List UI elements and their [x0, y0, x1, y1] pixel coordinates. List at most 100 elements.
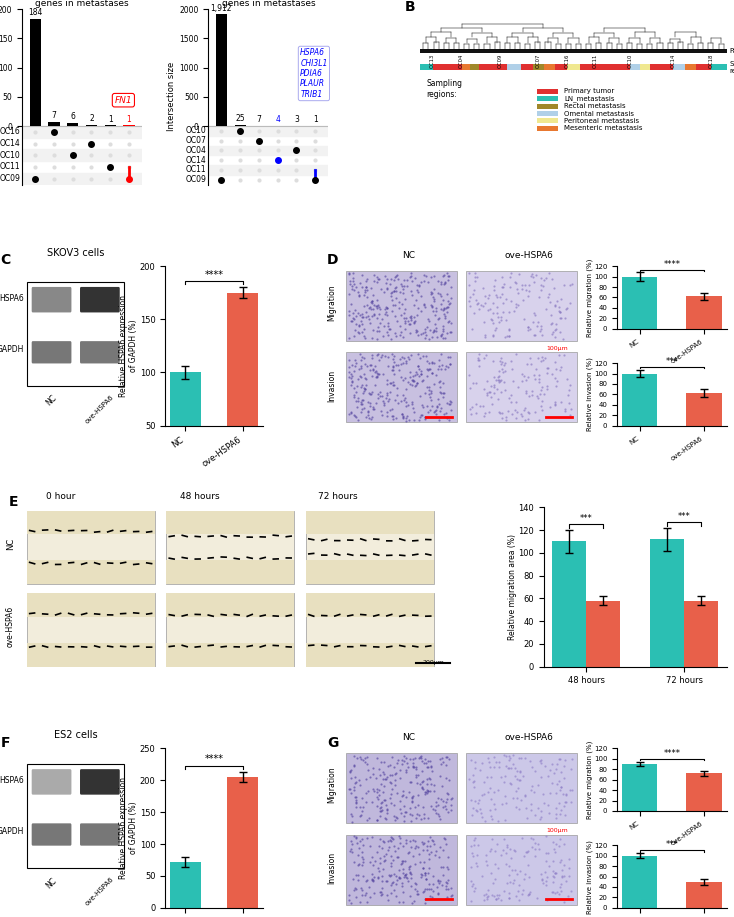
Text: 48 hours: 48 hours — [180, 492, 219, 501]
Text: OC09: OC09 — [0, 174, 20, 183]
Bar — [305, 593, 434, 667]
Bar — [711, 64, 727, 71]
Text: 200μm: 200μm — [423, 660, 445, 665]
Bar — [227, 777, 258, 908]
FancyBboxPatch shape — [80, 287, 120, 313]
Bar — [661, 64, 673, 71]
Bar — [305, 511, 434, 584]
Text: Patients: Patients — [730, 48, 734, 54]
Y-axis label: Intersection size: Intersection size — [167, 62, 176, 131]
Bar — [346, 834, 457, 905]
Bar — [650, 539, 684, 667]
Bar — [537, 89, 558, 94]
Text: G: G — [327, 735, 338, 750]
Bar — [346, 753, 457, 823]
Bar — [600, 64, 610, 71]
Text: B: B — [405, 0, 415, 15]
Text: ove-HSPA6: ove-HSPA6 — [84, 393, 115, 425]
Text: OC14: OC14 — [186, 156, 206, 165]
Text: 1: 1 — [108, 115, 112, 124]
Bar — [580, 64, 590, 71]
Bar — [493, 64, 507, 71]
Text: OC11: OC11 — [186, 165, 206, 174]
Bar — [537, 96, 558, 102]
Text: OC16: OC16 — [565, 54, 570, 68]
Text: Invasion: Invasion — [327, 852, 336, 884]
Bar — [166, 560, 294, 584]
Text: D: D — [327, 253, 338, 268]
Bar — [26, 560, 155, 584]
Text: OC16: OC16 — [0, 127, 20, 137]
Text: 1: 1 — [313, 116, 318, 125]
Text: ES2 cells: ES2 cells — [54, 731, 98, 740]
Bar — [650, 64, 661, 71]
Bar — [631, 64, 640, 71]
Bar — [622, 373, 658, 425]
Text: Mesenteric metastasis: Mesenteric metastasis — [564, 126, 643, 131]
Bar — [227, 293, 258, 479]
FancyBboxPatch shape — [32, 341, 71, 363]
Bar — [622, 764, 658, 811]
Bar — [479, 64, 493, 71]
Bar — [29, 18, 41, 126]
Text: 100μm: 100μm — [546, 346, 567, 350]
Bar — [26, 511, 155, 584]
Text: OC10: OC10 — [186, 127, 206, 136]
Bar — [552, 541, 586, 667]
Y-axis label: Relative HSPA6 expression
of GAPDH (%): Relative HSPA6 expression of GAPDH (%) — [119, 295, 139, 397]
Bar — [216, 15, 227, 126]
Text: 7: 7 — [256, 115, 261, 124]
Text: LN_metastasis: LN_metastasis — [564, 95, 615, 102]
Y-axis label: Relative migration area (%): Relative migration area (%) — [508, 534, 517, 640]
Text: ***: *** — [666, 358, 678, 366]
Bar — [26, 593, 155, 617]
Text: 7: 7 — [51, 111, 57, 120]
Text: ove-HSPA6: ove-HSPA6 — [505, 251, 553, 260]
Bar — [67, 123, 79, 126]
Bar — [686, 393, 722, 425]
Bar — [622, 277, 658, 328]
Bar — [467, 753, 578, 823]
Text: Peritoneal metastasis: Peritoneal metastasis — [564, 118, 639, 124]
Text: OC10: OC10 — [0, 150, 20, 160]
Bar — [521, 64, 533, 71]
Title: Upregulated
genes in metastases: Upregulated genes in metastases — [35, 0, 129, 8]
Bar — [533, 64, 544, 71]
Text: 184: 184 — [28, 7, 43, 17]
Bar — [622, 856, 658, 908]
Text: NC: NC — [45, 393, 59, 408]
Bar — [696, 64, 711, 71]
Text: SKOV3 cells: SKOV3 cells — [47, 249, 104, 259]
Text: 0 hour: 0 hour — [46, 492, 76, 501]
FancyBboxPatch shape — [32, 769, 71, 795]
Bar — [166, 511, 294, 535]
Bar — [686, 882, 722, 908]
Bar — [166, 511, 294, 584]
Text: HSPA6: HSPA6 — [0, 776, 24, 785]
Bar — [208, 146, 328, 155]
Text: E: E — [8, 494, 18, 509]
Bar — [235, 125, 246, 126]
Text: HSPA6: HSPA6 — [0, 293, 24, 303]
Text: OC11: OC11 — [0, 162, 20, 171]
Bar — [166, 593, 294, 667]
Bar — [22, 172, 142, 184]
Text: 1,912: 1,912 — [211, 4, 232, 13]
Bar — [170, 372, 201, 479]
Text: NC: NC — [402, 733, 415, 742]
Text: Rectal metastasis: Rectal metastasis — [564, 104, 626, 109]
Text: OC07: OC07 — [186, 137, 206, 145]
Text: OC04: OC04 — [459, 54, 464, 68]
Text: ***: *** — [580, 514, 592, 524]
Text: Sampling
regions:: Sampling regions: — [426, 79, 462, 99]
Bar — [170, 862, 201, 908]
Text: Omental metastasis: Omental metastasis — [564, 111, 634, 116]
Bar — [26, 643, 155, 667]
Text: ove-HSPA6: ove-HSPA6 — [84, 876, 115, 907]
Text: FN1: FN1 — [115, 95, 132, 105]
Text: 1: 1 — [127, 115, 131, 124]
Bar — [305, 511, 434, 535]
Text: ****: **** — [205, 755, 224, 765]
Text: Migration: Migration — [327, 767, 336, 803]
Bar — [467, 834, 578, 905]
